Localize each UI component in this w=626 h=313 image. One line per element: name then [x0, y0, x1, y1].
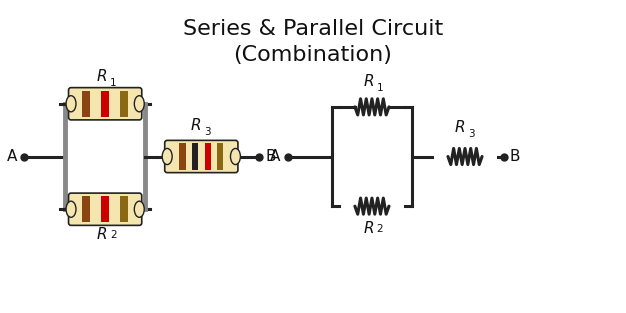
Bar	[120, 196, 128, 222]
Text: R: R	[97, 69, 108, 84]
Text: R: R	[364, 221, 374, 236]
Text: (Combination): (Combination)	[233, 45, 393, 65]
Text: 3: 3	[468, 129, 475, 139]
Text: 1: 1	[377, 83, 383, 93]
Bar	[101, 196, 110, 222]
Text: B: B	[510, 149, 520, 164]
Text: 3: 3	[204, 127, 211, 137]
Text: R: R	[364, 74, 374, 90]
FancyBboxPatch shape	[165, 140, 238, 173]
Text: 2: 2	[110, 230, 116, 240]
FancyBboxPatch shape	[68, 193, 141, 225]
Text: R: R	[191, 118, 202, 133]
Bar	[217, 143, 223, 170]
Bar	[180, 143, 186, 170]
Text: R: R	[97, 227, 108, 242]
Text: R: R	[454, 121, 465, 136]
Ellipse shape	[230, 148, 240, 165]
Ellipse shape	[135, 96, 144, 112]
Ellipse shape	[66, 201, 76, 217]
Bar	[205, 143, 210, 170]
Text: A: A	[270, 149, 280, 164]
Bar	[82, 91, 91, 117]
Ellipse shape	[135, 201, 144, 217]
Ellipse shape	[162, 148, 172, 165]
Bar	[192, 143, 198, 170]
Bar	[120, 91, 128, 117]
Bar	[82, 196, 91, 222]
FancyBboxPatch shape	[68, 88, 141, 120]
Ellipse shape	[66, 96, 76, 112]
Text: Series & Parallel Circuit: Series & Parallel Circuit	[183, 19, 443, 39]
Text: A: A	[7, 149, 17, 164]
Text: 1: 1	[110, 78, 116, 88]
Text: 2: 2	[377, 223, 383, 233]
Text: B: B	[265, 149, 275, 164]
Bar	[101, 91, 110, 117]
